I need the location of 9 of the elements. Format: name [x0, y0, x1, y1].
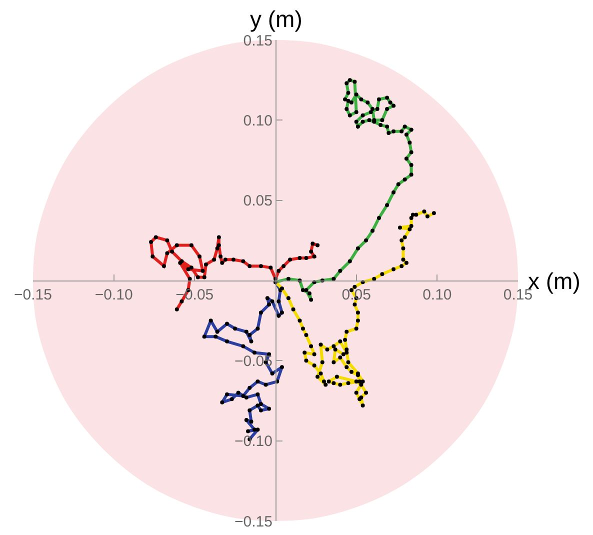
y-axis-title: y (m)	[250, 6, 302, 32]
y-tick-label: 0.05	[243, 192, 272, 210]
x-tick-label: −0.15	[14, 286, 52, 304]
y-tick-label: −0.10	[234, 433, 272, 450]
x-tick-label: −0.10	[94, 286, 133, 304]
y-tick-label: −0.15	[234, 513, 272, 530]
y-tick-label: 0.10	[243, 112, 272, 130]
x-tick-label: 0.10	[422, 286, 452, 304]
y-tick-label: 0.15	[243, 32, 272, 50]
